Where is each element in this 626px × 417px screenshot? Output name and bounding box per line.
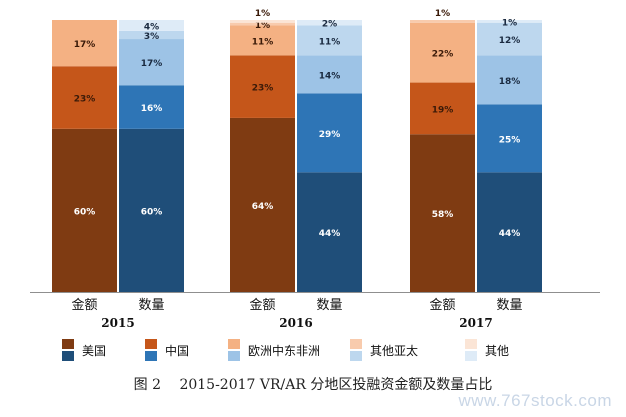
legend-swatch-amount — [228, 339, 240, 349]
data-label: 1% — [255, 21, 270, 31]
data-label: 4% — [144, 22, 159, 32]
bar-segment-2017-amount-0 — [410, 134, 475, 292]
year-label: 2016 — [279, 316, 312, 330]
bar-segment-2017-count-2 — [477, 55, 542, 105]
legend-swatch-amount — [350, 339, 362, 349]
legend-swatch-amount — [62, 339, 74, 349]
data-label: 1% — [435, 9, 450, 19]
figure-caption: 图 2 2015-2017 VR/AR 分地区投融资金额及数量占比 — [133, 377, 493, 393]
legend-swatch-count — [228, 351, 240, 361]
bar-segment-2016-amount-3 — [230, 22, 295, 26]
bar-segment-2016-count-1 — [297, 93, 362, 173]
bar-segment-2017-amount-1 — [410, 82, 475, 135]
bar-segment-2017-count-4 — [477, 20, 542, 23]
bar-segment-2016-amount-2 — [230, 25, 295, 56]
legend-label: 美国 — [82, 344, 106, 358]
data-label: 1% — [502, 18, 517, 28]
data-label: 11% — [319, 37, 341, 47]
bar-segment-2016-count-3 — [297, 25, 362, 56]
bar-segment-2016-amount-4 — [230, 20, 295, 23]
bar-segment-2017-amount-3 — [410, 20, 475, 23]
bar-segment-2017-amount-2 — [410, 22, 475, 83]
year-label: 2017 — [459, 316, 492, 330]
bar-segment-2015-count-2 — [119, 39, 184, 86]
data-label: 19% — [432, 105, 454, 115]
bar-segment-2015-amount-0 — [52, 128, 117, 292]
year-label: 2015 — [101, 316, 134, 330]
x-tick-label: 数量 — [496, 298, 522, 313]
x-tick-label: 金额 — [429, 297, 455, 313]
x-tick-label: 金额 — [249, 297, 275, 313]
data-label: 1% — [255, 9, 270, 19]
data-label: 11% — [252, 37, 274, 47]
data-label: 2% — [322, 20, 337, 30]
bar-segment-2016-amount-0 — [230, 117, 295, 292]
data-label: 29% — [319, 130, 341, 140]
data-label: 22% — [432, 50, 454, 60]
legend-swatch-count — [465, 351, 477, 361]
legend-label: 欧洲中东非洲 — [248, 343, 320, 358]
legend-label: 其他亚太 — [370, 343, 418, 358]
data-label: 60% — [141, 207, 163, 217]
bar-segment-2016-amount-1 — [230, 55, 295, 118]
legend-swatch-count — [350, 351, 362, 361]
data-label: 23% — [252, 84, 274, 94]
data-label: 44% — [499, 229, 521, 239]
data-label: 60% — [74, 207, 96, 217]
bar-segment-2017-count-3 — [477, 22, 542, 56]
data-label: 18% — [499, 77, 521, 87]
data-label: 12% — [499, 36, 521, 46]
x-tick-label: 金额 — [71, 297, 97, 313]
data-label: 14% — [319, 71, 341, 81]
bar-segment-2015-count-0 — [119, 128, 184, 292]
x-tick-label: 数量 — [316, 298, 342, 313]
bar-segment-2015-amount-1 — [52, 66, 117, 129]
bar-segment-2017-count-1 — [477, 104, 542, 173]
bar-segment-2016-count-4 — [297, 20, 362, 26]
legend-swatch-count — [145, 351, 157, 361]
bar-segment-2015-amount-2 — [52, 20, 117, 67]
bar-segment-2015-count-4 — [119, 20, 184, 31]
x-tick-label: 数量 — [138, 298, 164, 313]
data-label: 3% — [144, 32, 159, 42]
watermark: www.767stock.com — [458, 391, 612, 410]
bar-segment-2016-count-2 — [297, 55, 362, 94]
bar-segment-2015-count-1 — [119, 85, 184, 129]
data-label: 23% — [74, 95, 96, 105]
bar-segment-2015-count-3 — [119, 30, 184, 40]
data-label: 17% — [74, 40, 96, 50]
bar-segment-2016-count-0 — [297, 172, 362, 292]
legend-swatch-amount — [465, 339, 477, 349]
data-label: 25% — [499, 135, 521, 145]
legend-swatch-amount — [145, 339, 157, 349]
data-label: 58% — [432, 210, 454, 220]
legend-label: 其他 — [485, 344, 509, 358]
data-label: 44% — [319, 229, 341, 239]
data-label: 16% — [141, 104, 163, 114]
bar-segment-2017-count-0 — [477, 172, 542, 292]
legend-label: 中国 — [165, 343, 189, 358]
legend-swatch-count — [62, 351, 74, 361]
data-label: 17% — [141, 59, 163, 69]
data-label: 64% — [252, 202, 274, 212]
